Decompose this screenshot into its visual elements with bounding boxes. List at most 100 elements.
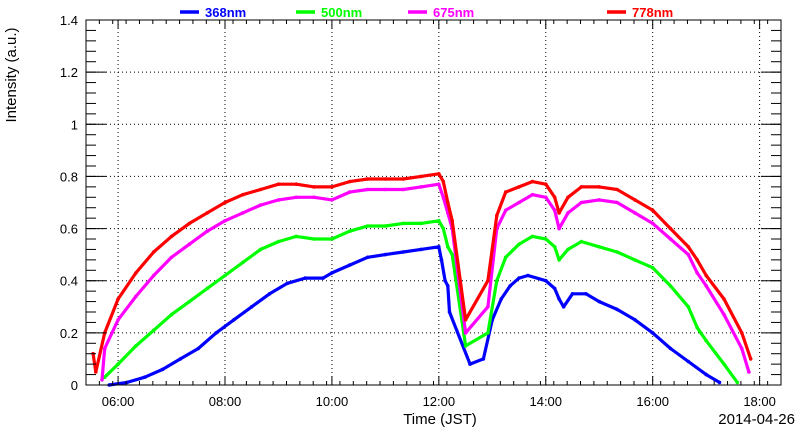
y-tick-label: 0.8 (60, 169, 78, 184)
data-point (134, 344, 138, 348)
data-point (695, 325, 699, 330)
data-point (312, 185, 316, 189)
series-368nm (107, 245, 722, 387)
data-point (615, 250, 619, 254)
data-point (463, 318, 468, 322)
data-point (686, 252, 691, 257)
data-point (187, 221, 192, 226)
series-778nm (91, 172, 753, 374)
legend-label: 675nm (433, 5, 474, 20)
data-point (383, 252, 388, 257)
x-tick-label: 06:00 (102, 394, 135, 409)
data-point (557, 226, 561, 231)
data-point (116, 297, 120, 301)
data-point (241, 211, 245, 215)
data-point (704, 284, 708, 288)
data-point (503, 255, 508, 260)
legend: 368nm 500nm 675nm 778nm (180, 5, 673, 20)
data-point (347, 229, 352, 233)
y-tick-label: 1.2 (60, 65, 78, 80)
y-tick-label: 0.2 (60, 326, 78, 341)
y-tick-label: 1.4 (60, 13, 78, 28)
data-point (704, 273, 708, 278)
data-point (579, 239, 584, 244)
data-point (446, 200, 450, 205)
data-point (650, 221, 655, 226)
data-point (241, 260, 245, 265)
data-point (486, 305, 490, 309)
data-point (748, 357, 753, 361)
data-point (330, 185, 334, 189)
data-point (695, 258, 699, 262)
legend-label: 778nm (632, 5, 673, 20)
data-point (650, 331, 655, 335)
data-point (102, 346, 107, 351)
data-point (205, 286, 209, 291)
data-point (481, 357, 486, 361)
data-point (419, 247, 423, 252)
data-point (187, 299, 192, 304)
data-point (160, 367, 165, 372)
data-point (717, 380, 722, 385)
data-point (668, 284, 673, 288)
data-point (441, 195, 446, 200)
data-point (503, 190, 508, 194)
x-tick-label: 18:00 (743, 394, 776, 409)
data-point (579, 200, 584, 205)
data-point (276, 239, 281, 244)
data-point (557, 211, 561, 215)
data-point (223, 273, 227, 278)
data-point (704, 338, 708, 343)
data-point (347, 190, 352, 194)
data-point (517, 185, 521, 189)
date-label: 2014-04-26 (718, 411, 795, 428)
data-point (552, 286, 557, 291)
data-point (740, 331, 744, 335)
data-point (450, 252, 455, 257)
data-point (196, 346, 201, 351)
data-point (383, 187, 388, 192)
data-point (468, 362, 472, 366)
data-point (633, 318, 637, 322)
data-point (447, 310, 452, 314)
y-axis-label: Intensity (a.u.) (3, 27, 20, 122)
data-point (557, 297, 561, 301)
data-point (100, 378, 104, 382)
data-point (365, 255, 370, 260)
data-point (561, 305, 566, 309)
data-point (437, 219, 441, 223)
data-point (566, 247, 570, 252)
data-point (695, 271, 699, 275)
data-point (557, 258, 561, 262)
data-point (419, 221, 423, 226)
data-point (584, 292, 588, 296)
data-point (276, 182, 281, 186)
series-675nm (100, 182, 751, 382)
data-point (419, 174, 423, 179)
data-point (383, 224, 388, 228)
y-tick-label: 0.4 (60, 274, 78, 289)
data-point (437, 172, 441, 176)
data-point (365, 177, 370, 181)
data-point (668, 226, 673, 231)
data-point (330, 198, 334, 202)
data-point (94, 370, 98, 374)
x-tick-label: 08:00 (209, 394, 242, 409)
data-point (441, 226, 446, 231)
data-point (214, 331, 218, 335)
data-point (401, 187, 406, 192)
data-point (437, 245, 441, 249)
data-point (544, 195, 548, 200)
data-point (151, 328, 156, 333)
data-point (463, 331, 468, 335)
data-point (383, 177, 388, 181)
data-point (463, 344, 468, 348)
series-500nm (102, 219, 740, 385)
data-point (566, 195, 570, 200)
data-point (530, 234, 535, 239)
data-point (401, 177, 406, 181)
legend-label: 500nm (321, 5, 362, 20)
data-point (134, 294, 138, 299)
data-point (544, 278, 548, 283)
